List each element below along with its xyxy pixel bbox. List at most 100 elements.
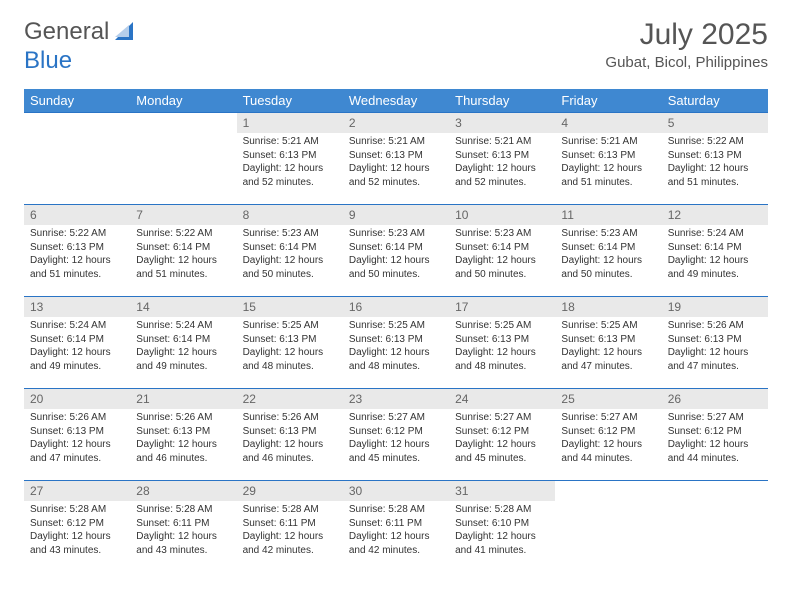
calendar-cell: 23Sunrise: 5:27 AMSunset: 6:12 PMDayligh…	[343, 389, 449, 481]
sunrise-line: Sunrise: 5:25 AM	[455, 319, 549, 333]
daylight-line: Daylight: 12 hours and 47 minutes.	[668, 346, 762, 373]
daylight-line: Daylight: 12 hours and 51 minutes.	[30, 254, 124, 281]
calendar-cell: 9Sunrise: 5:23 AMSunset: 6:14 PMDaylight…	[343, 205, 449, 297]
calendar-cell	[555, 481, 661, 573]
daylight-line: Daylight: 12 hours and 51 minutes.	[136, 254, 230, 281]
day-number: 11	[555, 205, 661, 225]
daylight-line: Daylight: 12 hours and 52 minutes.	[349, 162, 443, 189]
weekday-header: Friday	[555, 89, 661, 113]
day-body: Sunrise: 5:28 AMSunset: 6:11 PMDaylight:…	[237, 501, 343, 563]
sunset-line: Sunset: 6:11 PM	[243, 517, 337, 531]
calendar-cell: 5Sunrise: 5:22 AMSunset: 6:13 PMDaylight…	[662, 113, 768, 205]
sunrise-line: Sunrise: 5:21 AM	[243, 135, 337, 149]
calendar-cell: 21Sunrise: 5:26 AMSunset: 6:13 PMDayligh…	[130, 389, 236, 481]
calendar-week-row: 13Sunrise: 5:24 AMSunset: 6:14 PMDayligh…	[24, 297, 768, 389]
sunset-line: Sunset: 6:14 PM	[30, 333, 124, 347]
daylight-line: Daylight: 12 hours and 52 minutes.	[455, 162, 549, 189]
day-body: Sunrise: 5:26 AMSunset: 6:13 PMDaylight:…	[662, 317, 768, 379]
daylight-line: Daylight: 12 hours and 51 minutes.	[561, 162, 655, 189]
sunrise-line: Sunrise: 5:24 AM	[136, 319, 230, 333]
day-number: 30	[343, 481, 449, 501]
sunset-line: Sunset: 6:13 PM	[243, 149, 337, 163]
sunrise-line: Sunrise: 5:25 AM	[349, 319, 443, 333]
calendar-cell: 11Sunrise: 5:23 AMSunset: 6:14 PMDayligh…	[555, 205, 661, 297]
calendar-cell: 20Sunrise: 5:26 AMSunset: 6:13 PMDayligh…	[24, 389, 130, 481]
calendar-week-row: 20Sunrise: 5:26 AMSunset: 6:13 PMDayligh…	[24, 389, 768, 481]
daylight-line: Daylight: 12 hours and 50 minutes.	[455, 254, 549, 281]
day-body: Sunrise: 5:26 AMSunset: 6:13 PMDaylight:…	[24, 409, 130, 471]
sunset-line: Sunset: 6:14 PM	[455, 241, 549, 255]
day-body: Sunrise: 5:21 AMSunset: 6:13 PMDaylight:…	[449, 133, 555, 195]
daylight-line: Daylight: 12 hours and 50 minutes.	[349, 254, 443, 281]
weekday-header: Thursday	[449, 89, 555, 113]
calendar-cell	[130, 113, 236, 205]
sunrise-line: Sunrise: 5:25 AM	[243, 319, 337, 333]
calendar-cell: 12Sunrise: 5:24 AMSunset: 6:14 PMDayligh…	[662, 205, 768, 297]
day-number: 25	[555, 389, 661, 409]
day-body: Sunrise: 5:23 AMSunset: 6:14 PMDaylight:…	[343, 225, 449, 287]
location: Gubat, Bicol, Philippines	[605, 54, 768, 71]
calendar-cell: 27Sunrise: 5:28 AMSunset: 6:12 PMDayligh…	[24, 481, 130, 573]
sunset-line: Sunset: 6:13 PM	[243, 333, 337, 347]
sunrise-line: Sunrise: 5:22 AM	[136, 227, 230, 241]
day-number: 6	[24, 205, 130, 225]
day-body: Sunrise: 5:27 AMSunset: 6:12 PMDaylight:…	[449, 409, 555, 471]
calendar-cell: 16Sunrise: 5:25 AMSunset: 6:13 PMDayligh…	[343, 297, 449, 389]
day-body: Sunrise: 5:28 AMSunset: 6:10 PMDaylight:…	[449, 501, 555, 563]
calendar-cell: 14Sunrise: 5:24 AMSunset: 6:14 PMDayligh…	[130, 297, 236, 389]
calendar-cell: 4Sunrise: 5:21 AMSunset: 6:13 PMDaylight…	[555, 113, 661, 205]
sunrise-line: Sunrise: 5:21 AM	[561, 135, 655, 149]
calendar-cell	[662, 481, 768, 573]
day-number: 15	[237, 297, 343, 317]
daylight-line: Daylight: 12 hours and 48 minutes.	[243, 346, 337, 373]
calendar-cell: 25Sunrise: 5:27 AMSunset: 6:12 PMDayligh…	[555, 389, 661, 481]
sunrise-line: Sunrise: 5:22 AM	[668, 135, 762, 149]
sunset-line: Sunset: 6:11 PM	[136, 517, 230, 531]
calendar-cell: 17Sunrise: 5:25 AMSunset: 6:13 PMDayligh…	[449, 297, 555, 389]
sunset-line: Sunset: 6:10 PM	[455, 517, 549, 531]
daylight-line: Daylight: 12 hours and 43 minutes.	[30, 530, 124, 557]
daylight-line: Daylight: 12 hours and 52 minutes.	[243, 162, 337, 189]
day-number: 14	[130, 297, 236, 317]
sunrise-line: Sunrise: 5:24 AM	[30, 319, 124, 333]
daylight-line: Daylight: 12 hours and 42 minutes.	[349, 530, 443, 557]
day-number: 22	[237, 389, 343, 409]
logo-sail-icon	[115, 22, 139, 42]
calendar-cell: 8Sunrise: 5:23 AMSunset: 6:14 PMDaylight…	[237, 205, 343, 297]
day-number: 28	[130, 481, 236, 501]
calendar-week-row: 6Sunrise: 5:22 AMSunset: 6:13 PMDaylight…	[24, 205, 768, 297]
sunset-line: Sunset: 6:13 PM	[455, 333, 549, 347]
calendar-cell: 13Sunrise: 5:24 AMSunset: 6:14 PMDayligh…	[24, 297, 130, 389]
sunrise-line: Sunrise: 5:26 AM	[30, 411, 124, 425]
daylight-line: Daylight: 12 hours and 48 minutes.	[455, 346, 549, 373]
day-body: Sunrise: 5:28 AMSunset: 6:12 PMDaylight:…	[24, 501, 130, 563]
day-body: Sunrise: 5:23 AMSunset: 6:14 PMDaylight:…	[237, 225, 343, 287]
sunset-line: Sunset: 6:13 PM	[136, 425, 230, 439]
sunrise-line: Sunrise: 5:26 AM	[136, 411, 230, 425]
calendar-cell: 1Sunrise: 5:21 AMSunset: 6:13 PMDaylight…	[237, 113, 343, 205]
sunset-line: Sunset: 6:12 PM	[349, 425, 443, 439]
page-title: July 2025	[605, 18, 768, 52]
day-number: 21	[130, 389, 236, 409]
day-number: 10	[449, 205, 555, 225]
calendar-cell: 29Sunrise: 5:28 AMSunset: 6:11 PMDayligh…	[237, 481, 343, 573]
day-body: Sunrise: 5:26 AMSunset: 6:13 PMDaylight:…	[237, 409, 343, 471]
day-body: Sunrise: 5:21 AMSunset: 6:13 PMDaylight:…	[237, 133, 343, 195]
daylight-line: Daylight: 12 hours and 44 minutes.	[561, 438, 655, 465]
day-body: Sunrise: 5:28 AMSunset: 6:11 PMDaylight:…	[343, 501, 449, 563]
calendar-week-row: 27Sunrise: 5:28 AMSunset: 6:12 PMDayligh…	[24, 481, 768, 573]
day-body: Sunrise: 5:22 AMSunset: 6:14 PMDaylight:…	[130, 225, 236, 287]
day-body: Sunrise: 5:28 AMSunset: 6:11 PMDaylight:…	[130, 501, 236, 563]
sunset-line: Sunset: 6:11 PM	[349, 517, 443, 531]
weekday-row: Sunday Monday Tuesday Wednesday Thursday…	[24, 89, 768, 113]
calendar-cell: 19Sunrise: 5:26 AMSunset: 6:13 PMDayligh…	[662, 297, 768, 389]
weekday-header: Tuesday	[237, 89, 343, 113]
sunset-line: Sunset: 6:13 PM	[561, 333, 655, 347]
sunrise-line: Sunrise: 5:28 AM	[349, 503, 443, 517]
day-number: 24	[449, 389, 555, 409]
calendar-cell: 26Sunrise: 5:27 AMSunset: 6:12 PMDayligh…	[662, 389, 768, 481]
day-body: Sunrise: 5:24 AMSunset: 6:14 PMDaylight:…	[130, 317, 236, 379]
sunrise-line: Sunrise: 5:26 AM	[243, 411, 337, 425]
day-number: 31	[449, 481, 555, 501]
calendar-table: Sunday Monday Tuesday Wednesday Thursday…	[24, 89, 768, 573]
